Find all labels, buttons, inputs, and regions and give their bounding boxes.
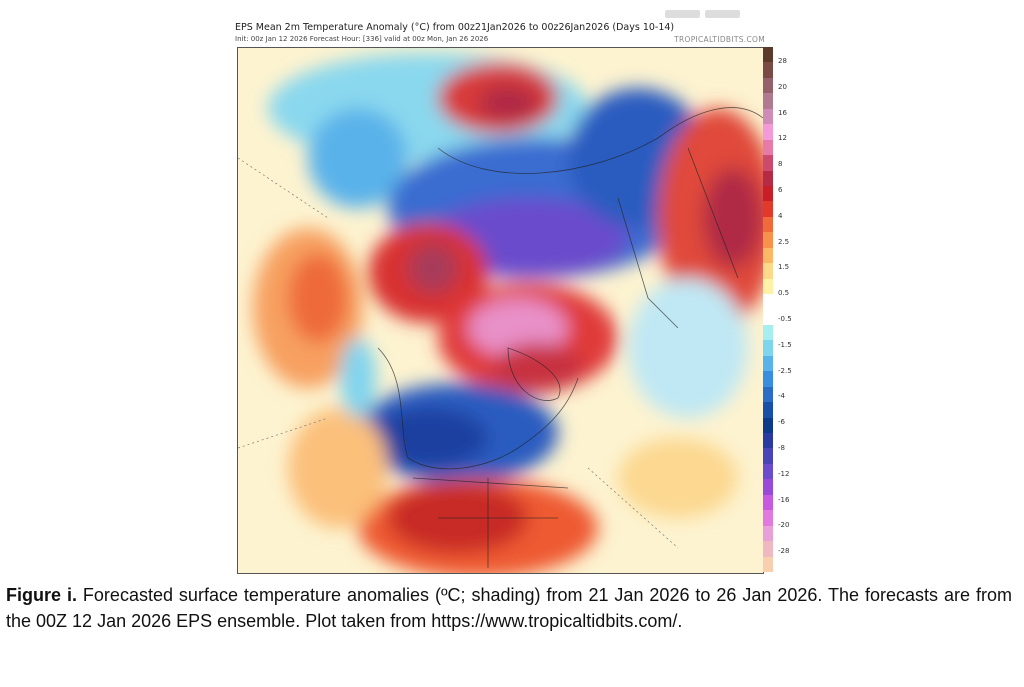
map-subtitle: Init: 00z Jan 12 2026 Forecast Hour: [33… — [235, 35, 489, 43]
colorbar-bin — [763, 433, 773, 449]
colorbar-bin — [763, 324, 773, 341]
colorbar-label: 1.5 — [778, 263, 790, 272]
colorbar-bin — [763, 402, 773, 419]
colorbar-bin — [763, 93, 773, 110]
colorbar-label: 0.5 — [778, 289, 790, 298]
colorbar-bin — [763, 216, 773, 233]
colorbar-bin — [763, 62, 773, 79]
colorbar-label: 2.5 — [778, 237, 790, 246]
colorbar-bin — [763, 448, 773, 465]
colorbar-bin — [763, 463, 773, 480]
colorbar-label: -8 — [778, 444, 785, 452]
colorbar-bin — [763, 232, 773, 249]
colorbar-bin — [763, 340, 773, 357]
brand-watermark: TROPICALTIDBITS.COM — [674, 35, 765, 44]
colorbar-bin — [763, 77, 773, 94]
colorbar-label: 4 — [778, 211, 783, 220]
colorbar-label: -20 — [778, 521, 790, 530]
colorbar-label: 16 — [778, 108, 787, 117]
figure-caption: Figure i. Forecasted surface temperature… — [6, 582, 1012, 634]
colorbar-bin — [763, 247, 773, 264]
colorbar-label: -4 — [778, 392, 785, 401]
colorbar-label: -12 — [778, 469, 790, 478]
colorbar — [763, 47, 773, 573]
colorbar-bin — [763, 185, 773, 202]
caption-text: Forecasted surface temperature anomalies… — [6, 585, 1012, 631]
colorbar-bin — [763, 263, 773, 280]
colorbar-label: -0.5 — [778, 315, 792, 323]
colorbar-bin — [763, 525, 773, 542]
colorbar-bin — [763, 201, 773, 218]
colorbar-bin — [763, 355, 773, 372]
colorbar-bin — [763, 556, 773, 573]
colorbar-label: 8 — [778, 160, 783, 169]
colorbar-bin — [763, 309, 773, 326]
colorbar-label: 6 — [778, 186, 783, 194]
toolbar-tab[interactable] — [705, 10, 740, 18]
colorbar-bin — [763, 541, 773, 558]
forecast-map-figure: EPS Mean 2m Temperature Anomaly (°C) fro… — [235, 10, 795, 575]
colorbar-bin — [763, 371, 773, 388]
colorbar-bin — [763, 108, 773, 125]
colorbar-bin — [763, 170, 773, 187]
colorbar-label: -6 — [778, 418, 785, 427]
toolbar-tab[interactable] — [665, 10, 700, 18]
colorbar-bin — [763, 155, 773, 172]
colorbar-bin — [763, 417, 773, 434]
colorbar-bin — [763, 494, 773, 511]
colorbar-bin — [763, 139, 773, 156]
colorbar-label: 12 — [778, 134, 787, 143]
colorbar-bin — [763, 386, 773, 403]
colorbar-label: 28 — [778, 57, 787, 65]
colorbar-label: -28 — [778, 547, 790, 556]
colorbar-bin — [763, 294, 773, 310]
colorbar-bin — [763, 47, 773, 63]
colorbar-bin — [763, 479, 773, 496]
temperature-anomaly-map — [237, 47, 764, 574]
colorbar-label: -2.5 — [778, 366, 792, 375]
colorbar-bin — [763, 510, 773, 527]
colorbar-label: 20 — [778, 82, 787, 91]
map-title: EPS Mean 2m Temperature Anomaly (°C) fro… — [235, 22, 675, 33]
caption-label: Figure i. — [6, 585, 77, 605]
colorbar-label: -16 — [778, 495, 790, 504]
colorbar-bin — [763, 124, 773, 141]
colorbar-label: -1.5 — [778, 340, 792, 349]
colorbar-bin — [763, 278, 773, 295]
